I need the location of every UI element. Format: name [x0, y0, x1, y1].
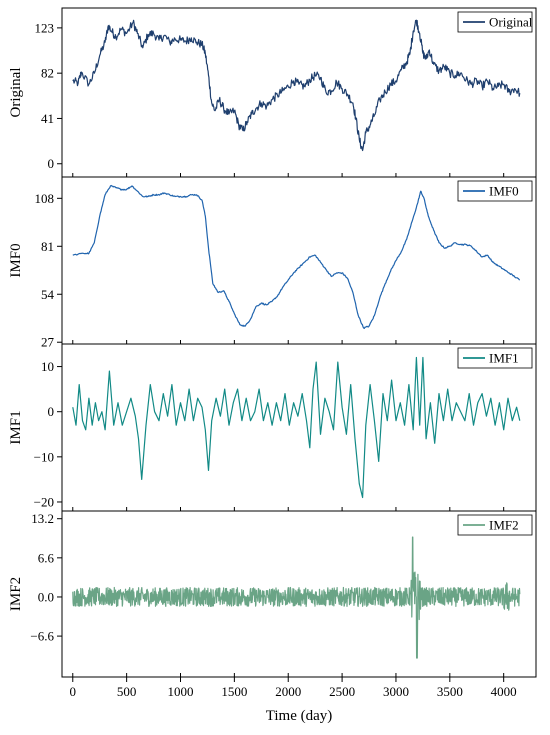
panel-imf2-legend-box: [457, 514, 533, 536]
panel-imf2-ytick-label: 0.0: [38, 589, 54, 604]
panel-imf1-legend-box: [457, 347, 533, 369]
panel-original-ytick-label: 0: [48, 156, 55, 171]
xaxis-tick-label: 4000: [491, 684, 517, 699]
panel-original-ylabel: Original: [8, 68, 24, 118]
panel-original-legend-label: Original: [489, 15, 533, 30]
panel-imf2-ytick-label: 6.6: [38, 550, 55, 565]
xaxis-tick-label: 3000: [383, 684, 409, 699]
xaxis-tick-label: 2000: [275, 684, 301, 699]
panel-imf2-ytick-label: 13.2: [31, 511, 54, 526]
xaxis-tick-label: 500: [117, 684, 137, 699]
panel-original-legend-box: [457, 11, 533, 33]
panel-imf0-ytick-label: 108: [35, 191, 55, 206]
panel-imf0-frame: [61, 176, 537, 345]
panel-original-series-line: [72, 19, 521, 152]
panel-imf0: 27 54 81 108 IMF0 IMF0: [8, 176, 537, 350]
panel-imf1-ytick-label: −10: [34, 449, 54, 464]
panel-imf0-legend-label: IMF0: [489, 184, 519, 199]
xaxis-tick-label: 1000: [168, 684, 194, 699]
panel-original-ytick-label: 82: [41, 66, 54, 81]
panel-imf0-ytick-label: 27: [41, 335, 55, 350]
xaxis-tick-label: 1500: [221, 684, 247, 699]
panel-imf1-ylabel: IMF1: [8, 410, 24, 444]
panel-original-ytick-label: 41: [41, 111, 54, 126]
panel-original: 0 41 82 123 Original Original: [8, 7, 537, 178]
panel-imf1-ytick-label: −20: [34, 494, 54, 509]
panel-imf2-frame: [61, 510, 537, 678]
panel-imf0-series-line: [72, 184, 521, 329]
xaxis-label: Time (day): [266, 708, 333, 724]
panel-original-ytick-label: 123: [35, 20, 55, 35]
panel-imf2-ytick-label: −6.6: [30, 629, 54, 644]
xaxis-tick-label: 0: [70, 684, 77, 699]
panel-imf2-series-line: [72, 536, 521, 659]
panel-imf1-ytick-label: 0: [48, 404, 55, 419]
panel-imf0-ytick-label: 81: [41, 239, 54, 254]
panel-imf1-legend-label: IMF1: [489, 351, 519, 366]
panel-imf0-ylabel: IMF0: [8, 243, 24, 277]
panel-imf1-series-line: [72, 356, 521, 499]
panel-original-frame: [61, 7, 537, 178]
panel-imf2-ylabel: IMF2: [8, 577, 24, 611]
xaxis-tick-label: 2500: [329, 684, 355, 699]
panel-imf2-legend-label: IMF2: [489, 518, 519, 533]
panel-imf1: −20 −10 0 10 IMF1 IMF1: [8, 343, 537, 512]
panel-imf1-frame: [61, 343, 537, 512]
panel-imf1-ytick-label: 10: [41, 359, 54, 374]
panel-imf0-legend-box: [457, 180, 533, 202]
panel-imf0-ytick-label: 54: [41, 287, 55, 302]
panel-imf2: −6.6 0.0 6.6 13.2 IMF2 IMF2: [8, 510, 537, 678]
xaxis-tick-label: 3500: [437, 684, 463, 699]
